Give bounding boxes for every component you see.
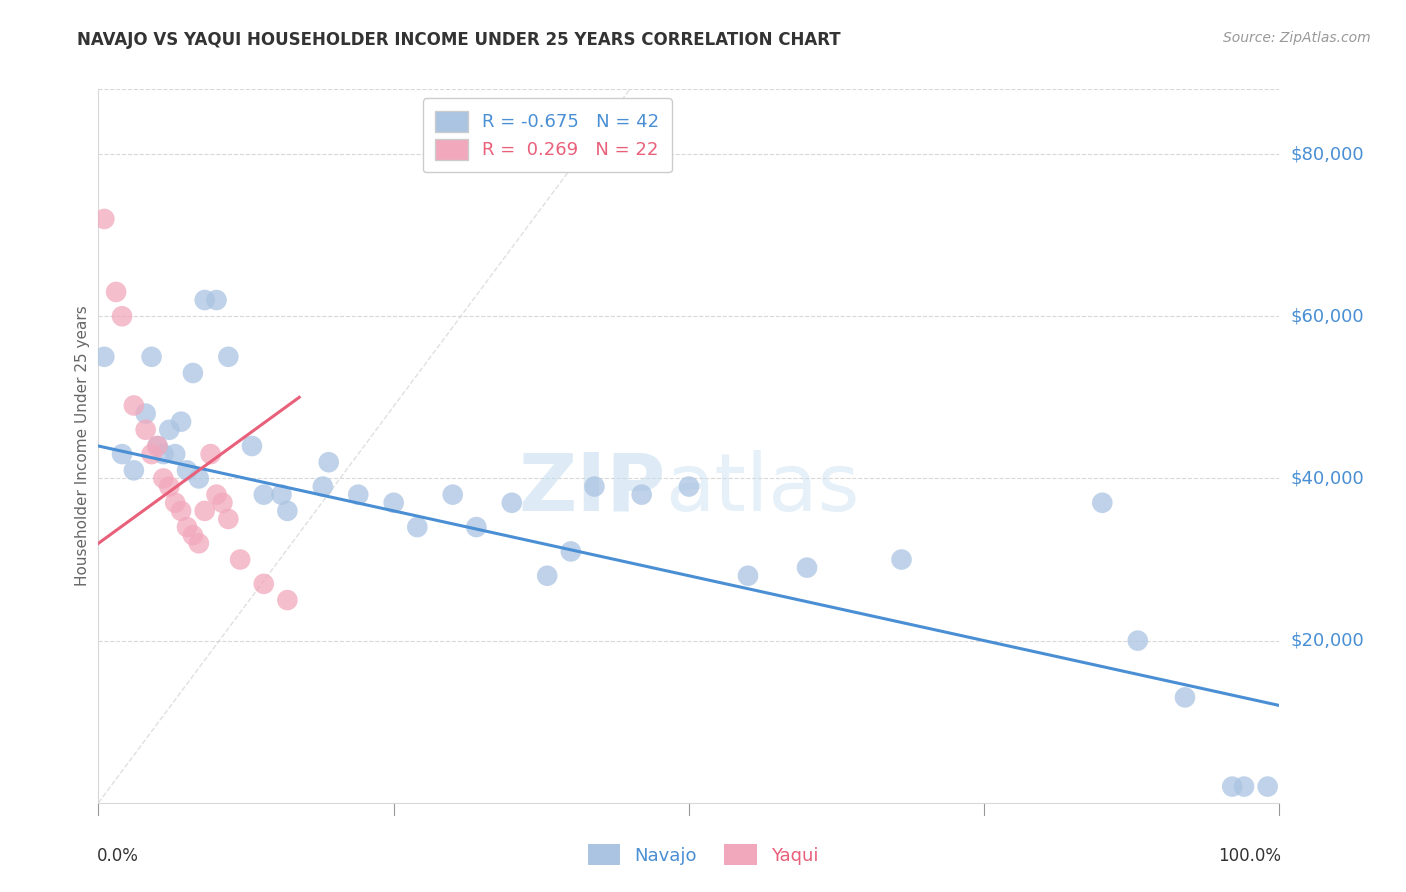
Point [181, 366, 204, 380]
Point [146, 439, 169, 453]
Point [1220, 780, 1243, 794]
Point [217, 350, 239, 364]
Point [200, 447, 222, 461]
Point [890, 552, 912, 566]
Point [122, 463, 145, 477]
Point [312, 479, 335, 493]
Point [630, 488, 652, 502]
Point [465, 520, 488, 534]
Point [796, 560, 818, 574]
Point [270, 488, 292, 502]
Point [141, 447, 163, 461]
Text: Source: ZipAtlas.com: Source: ZipAtlas.com [1223, 31, 1371, 45]
Point [170, 415, 193, 429]
Point [205, 488, 228, 502]
Point [737, 568, 759, 582]
Point [217, 512, 239, 526]
Point [157, 479, 180, 493]
Point [176, 520, 198, 534]
Point [141, 350, 163, 364]
Legend: R = -0.675   N = 42, R =  0.269   N = 22: R = -0.675 N = 42, R = 0.269 N = 22 [423, 98, 672, 172]
Point [560, 544, 582, 558]
Point [318, 455, 340, 469]
Point [253, 488, 276, 502]
Point [93, 350, 115, 364]
Point [157, 423, 180, 437]
Point [165, 447, 187, 461]
Point [441, 488, 464, 502]
Text: $40,000: $40,000 [1291, 469, 1364, 487]
Point [122, 399, 145, 413]
Point [501, 496, 523, 510]
Point [536, 568, 558, 582]
Text: 0.0%: 0.0% [97, 847, 139, 865]
Point [194, 293, 217, 307]
Point [276, 504, 298, 518]
Point [187, 471, 209, 485]
Point [152, 447, 174, 461]
Text: $60,000: $60,000 [1291, 307, 1364, 326]
Text: atlas: atlas [665, 450, 859, 528]
Point [406, 520, 429, 534]
Point [152, 471, 174, 485]
Point [276, 593, 298, 607]
Point [165, 496, 187, 510]
Point [1091, 496, 1114, 510]
Point [93, 211, 115, 226]
Point [1126, 633, 1149, 648]
Point [583, 479, 606, 493]
Point [135, 423, 157, 437]
Point [253, 577, 276, 591]
Point [382, 496, 405, 510]
Legend: Navajo, Yaqui: Navajo, Yaqui [581, 837, 825, 872]
Point [135, 407, 157, 421]
Point [1174, 690, 1197, 705]
Point [105, 285, 128, 299]
Text: NAVAJO VS YAQUI HOUSEHOLDER INCOME UNDER 25 YEARS CORRELATION CHART: NAVAJO VS YAQUI HOUSEHOLDER INCOME UNDER… [77, 31, 841, 49]
Point [194, 504, 217, 518]
Text: ZIP: ZIP [517, 450, 665, 528]
Point [347, 488, 370, 502]
Point [181, 528, 204, 542]
Text: $80,000: $80,000 [1291, 145, 1364, 163]
Point [176, 463, 198, 477]
Text: $20,000: $20,000 [1291, 632, 1364, 649]
Point [211, 496, 233, 510]
Point [1233, 780, 1256, 794]
Point [111, 310, 134, 324]
Point [240, 439, 263, 453]
Point [205, 293, 228, 307]
Point [229, 552, 252, 566]
Point [187, 536, 209, 550]
Text: 100.0%: 100.0% [1218, 847, 1281, 865]
Point [146, 439, 169, 453]
Point [170, 504, 193, 518]
Point [1257, 780, 1279, 794]
Point [111, 447, 134, 461]
Y-axis label: Householder Income Under 25 years: Householder Income Under 25 years [75, 306, 90, 586]
Point [678, 479, 700, 493]
